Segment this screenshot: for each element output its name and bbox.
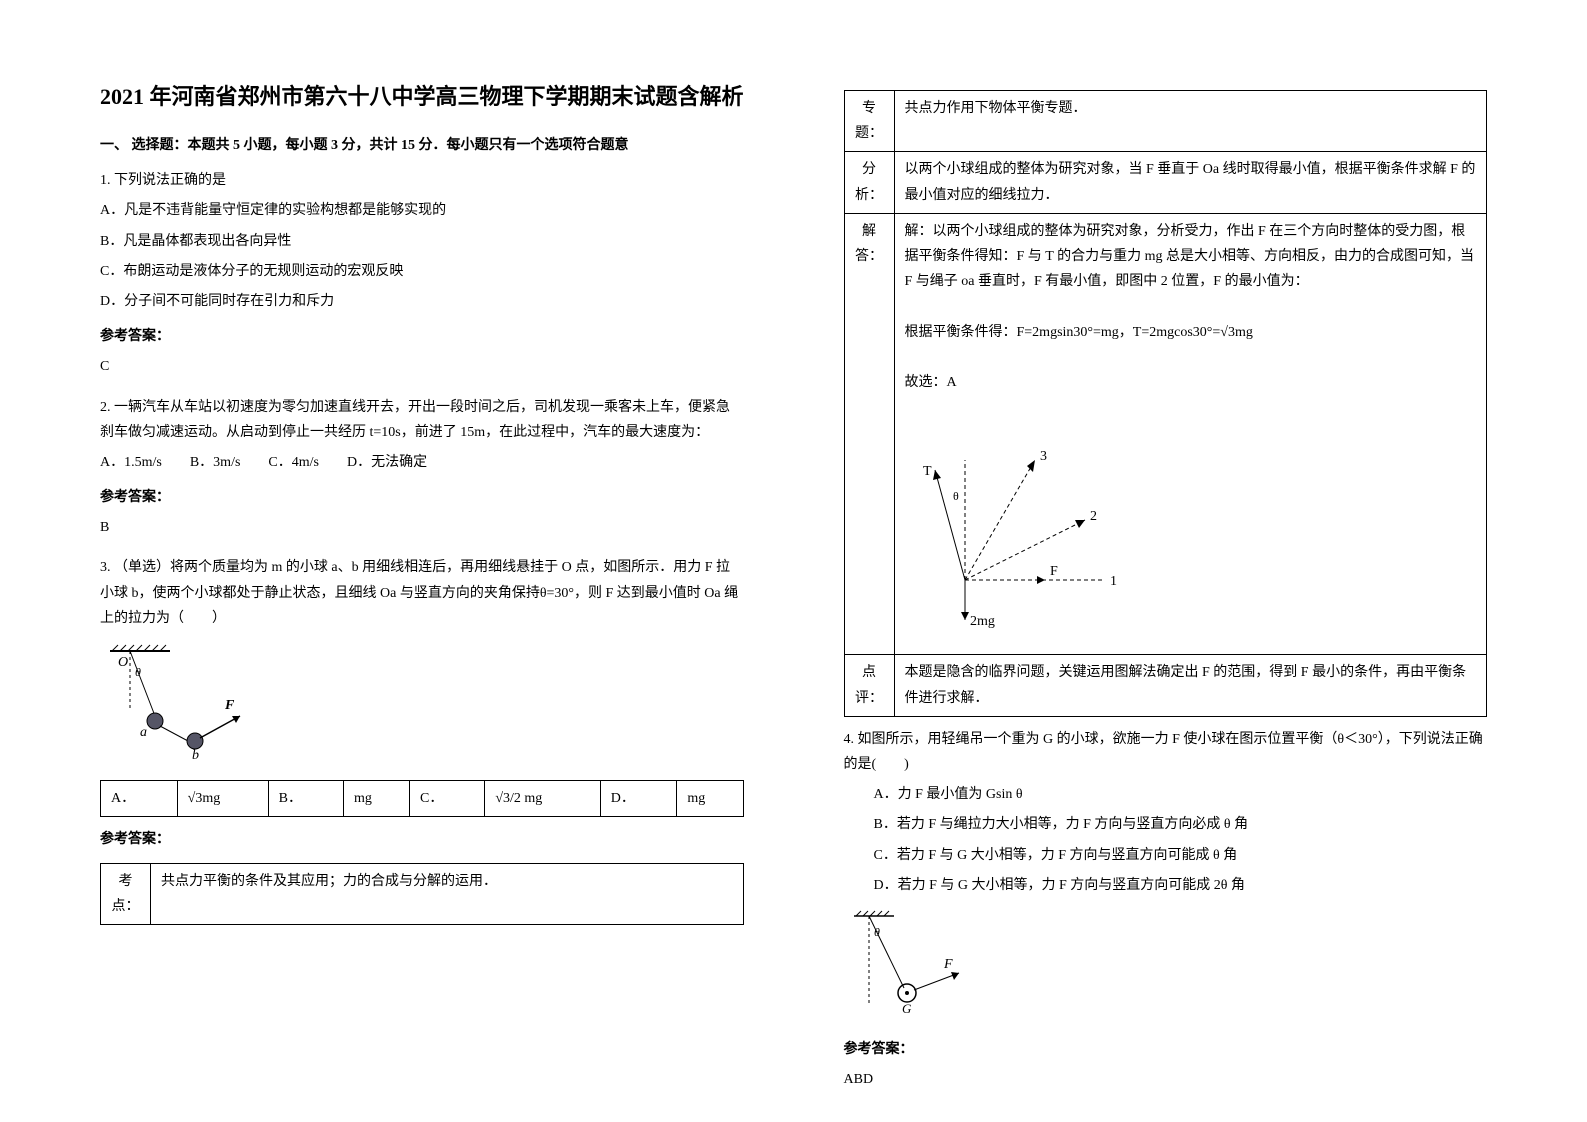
table-row: 解答： 解：以两个小球组成的整体为研究对象，分析受力，作出 F 在三个方向时整体… xyxy=(844,213,1487,655)
q1-answer: C xyxy=(100,354,744,379)
q1-option-d: D．分子间不可能同时存在引力和斥力 xyxy=(100,289,744,314)
q2-stem: 2. 一辆汽车从车站以初速度为零匀加速直线开去，开出一段时间之后，司机发现一乘客… xyxy=(100,395,744,445)
q3-options-table: A． √3mg B． mg C． √3/2 mg D． mg xyxy=(100,780,744,817)
page-title: 2021 年河南省郑州市第六十八中学高三物理下学期期末试题含解析 xyxy=(100,80,744,113)
table-row: 专题： 共点力作用下物体平衡专题． xyxy=(844,91,1487,152)
svg-text:O: O xyxy=(118,655,128,670)
q4-answer-label: 参考答案： xyxy=(844,1037,1488,1062)
table-row: 点评： 本题是隐含的临界问题，关键运用图解法确定出 F 的范围，得到 F 最小的… xyxy=(844,655,1487,716)
svg-text:2mg: 2mg xyxy=(970,614,995,629)
q4-answer: ABD xyxy=(844,1067,1488,1092)
q4-option-b: B．若力 F 与绳拉力大小相等，力 F 方向与竖直方向必成 θ 角 xyxy=(874,812,1488,837)
q2-options: A．1.5m/s B．3m/s C．4m/s D．无法确定 xyxy=(100,450,744,475)
question-2: 2. 一辆汽车从车站以初速度为零匀加速直线开去，开出一段时间之后，司机发现一乘客… xyxy=(100,395,744,541)
q3-diagram: O θ a b F xyxy=(100,641,744,770)
jieda-text-3: 故选：A xyxy=(905,370,1477,395)
q1-stem: 1. 下列说法正确的是 xyxy=(100,168,744,193)
q3-cell-a-label: A． xyxy=(101,781,178,817)
q1-option-b: B．凡是晶体都表现出各向异性 xyxy=(100,229,744,254)
jieda-label: 解答： xyxy=(844,213,894,655)
q3-cell-c: √3/2 mg xyxy=(485,781,600,817)
dianping-label: 点评： xyxy=(844,655,894,716)
jieda-text-2: 根据平衡条件得：F=2mgsin30°=mg，T=2mgcos30°=√3mg xyxy=(905,320,1477,345)
q3-kaodian-label: 考点： xyxy=(101,863,151,924)
svg-text:3: 3 xyxy=(1040,449,1047,464)
q3-cell-c-label: C． xyxy=(410,781,485,817)
q1-option-a: A．凡是不违背能量守恒定律的实验构想都是能够实现的 xyxy=(100,198,744,223)
svg-text:F: F xyxy=(943,957,953,972)
q3-cell-d-label: D． xyxy=(600,781,677,817)
q1-answer-label: 参考答案： xyxy=(100,324,744,349)
q4-diagram-svg: θ G F xyxy=(844,908,994,1018)
svg-text:F: F xyxy=(224,698,235,713)
question-3: 3. （单选）将两个质量均为 m 的小球 a、b 用细线相连后，再用细线悬挂于 … xyxy=(100,555,744,925)
force-diagram-svg: T θ 3 2 F xyxy=(905,430,1165,630)
svg-text:b: b xyxy=(192,748,199,761)
q4-option-a: A．力 F 最小值为 Gsin θ xyxy=(874,782,1488,807)
svg-text:T: T xyxy=(923,464,932,479)
q4-stem: 4. 如图所示，用轻绳吊一个重为 G 的小球，欲施一力 F 使小球在图示位置平衡… xyxy=(844,727,1488,777)
svg-text:θ: θ xyxy=(953,489,959,503)
q4-option-d: D．若力 F 与 G 大小相等，力 F 方向与竖直方向可能成 2θ 角 xyxy=(874,873,1488,898)
question-4: 4. 如图所示，用轻绳吊一个重为 G 的小球，欲施一力 F 使小球在图示位置平衡… xyxy=(844,727,1488,1093)
jieda-text-1: 解：以两个小球组成的整体为研究对象，分析受力，作出 F 在三个方向时整体的受力图… xyxy=(905,219,1477,295)
q3-cell-d: mg xyxy=(677,781,743,817)
question-1: 1. 下列说法正确的是 A．凡是不违背能量守恒定律的实验构想都是能够实现的 B．… xyxy=(100,168,744,379)
fenxi-text: 以两个小球组成的整体为研究对象，当 F 垂直于 Oa 线时取得最小值，根据平衡条… xyxy=(894,152,1487,213)
q3-cell-a: √3mg xyxy=(177,781,268,817)
q4-diagram: θ G F xyxy=(844,908,1488,1027)
dianping-text: 本题是隐含的临界问题，关键运用图解法确定出 F 的范围，得到 F 最小的条件，再… xyxy=(894,655,1487,716)
jieda-cell: 解：以两个小球组成的整体为研究对象，分析受力，作出 F 在三个方向时整体的受力图… xyxy=(894,213,1487,655)
svg-text:1: 1 xyxy=(1110,574,1117,589)
q2-answer: B xyxy=(100,515,744,540)
right-column: 专题： 共点力作用下物体平衡专题． 分析： 以两个小球组成的整体为研究对象，当 … xyxy=(794,0,1587,1122)
q3-diagram-svg: O θ a b F xyxy=(100,641,260,761)
q2-answer-label: 参考答案： xyxy=(100,485,744,510)
q3-cell-b: mg xyxy=(343,781,409,817)
q4-options-block: A．力 F 最小值为 Gsin θ B．若力 F 与绳拉力大小相等，力 F 方向… xyxy=(844,782,1488,898)
section-1-title: 一、 选择题：本题共 5 小题，每小题 3 分，共计 15 分．每小题只有一个选… xyxy=(100,133,744,158)
zhuanti-text: 共点力作用下物体平衡专题． xyxy=(894,91,1487,152)
svg-text:F: F xyxy=(1050,564,1058,579)
q3-continued-table: 专题： 共点力作用下物体平衡专题． 分析： 以两个小球组成的整体为研究对象，当 … xyxy=(844,90,1488,717)
q3-stem: 3. （单选）将两个质量均为 m 的小球 a、b 用细线相连后，再用细线悬挂于 … xyxy=(100,555,744,631)
table-row: A． √3mg B． mg C． √3/2 mg D． mg xyxy=(101,781,744,817)
table-row: 分析： 以两个小球组成的整体为研究对象，当 F 垂直于 Oa 线时取得最小值，根… xyxy=(844,152,1487,213)
svg-text:a: a xyxy=(140,725,147,740)
svg-text:G: G xyxy=(902,1001,912,1016)
svg-text:2: 2 xyxy=(1090,509,1097,524)
q3-cell-b-label: B． xyxy=(268,781,343,817)
q4-option-c: C．若力 F 与 G 大小相等，力 F 方向与竖直方向可能成 θ 角 xyxy=(874,843,1488,868)
table-row: 考点： 共点力平衡的条件及其应用；力的合成与分解的运用． xyxy=(101,863,744,924)
zhuanti-label: 专题： xyxy=(844,91,894,152)
force-diagram: T θ 3 2 F xyxy=(905,430,1477,639)
q3-kaodian-text: 共点力平衡的条件及其应用；力的合成与分解的运用． xyxy=(151,863,744,924)
left-column: 2021 年河南省郑州市第六十八中学高三物理下学期期末试题含解析 一、 选择题：… xyxy=(0,0,794,1122)
q3-analysis-table: 考点： 共点力平衡的条件及其应用；力的合成与分解的运用． xyxy=(100,863,744,925)
q1-option-c: C．布朗运动是液体分子的无规则运动的宏观反映 xyxy=(100,259,744,284)
q3-answer-label: 参考答案： xyxy=(100,827,744,852)
fenxi-label: 分析： xyxy=(844,152,894,213)
